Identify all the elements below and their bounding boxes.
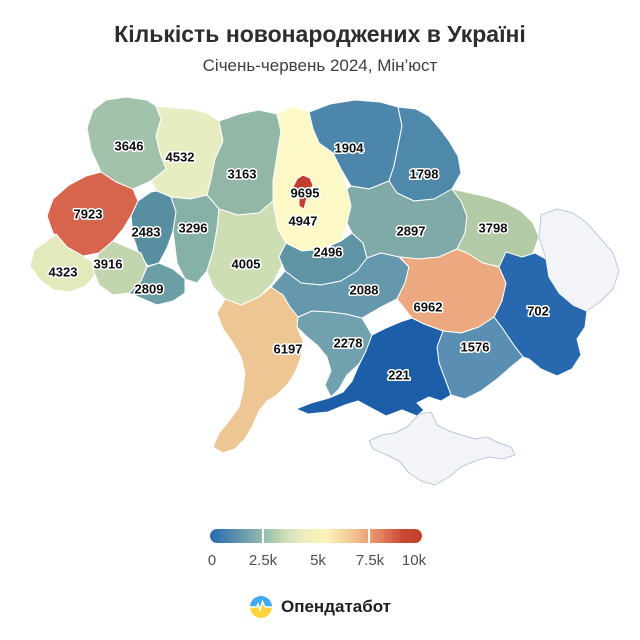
region-value-label-mykolaiv: 2278 [334,336,363,351]
legend-tick-labels: 0 2.5k 5k 7.5k 10k [207,552,426,569]
map-regions-layer [29,96,620,486]
region-crimea[interactable] [368,411,516,486]
legend-tick: 0 [207,552,217,569]
region-value-label-ternopil: 2483 [132,225,161,240]
region-kherson[interactable] [295,317,452,417]
region-value-label-donetsk: 702 [527,304,549,319]
region-value-label-kyiv_obl: 4947 [289,214,318,229]
region-value-label-khmelnytskyi: 3296 [179,221,208,236]
opendatabot-logo-icon [249,596,272,618]
page-subtitle: Січень-червень 2024, Мін’юст [202,56,438,75]
region-lviv[interactable] [46,171,139,257]
region-value-label-kirovohrad: 2088 [350,283,379,298]
region-zaporizhzhia[interactable] [436,316,524,400]
region-donetsk[interactable] [493,251,588,377]
region-value-label-zakarpattia: 4323 [49,265,78,280]
region-value-label-cherkasy: 2496 [314,245,343,260]
region-value-label-lviv: 7923 [74,207,103,222]
legend-tick: 5k [310,552,326,569]
legend-divider [262,529,264,543]
legend-gradient-bar [210,529,422,543]
region-value-label-poltava: 2897 [397,224,426,239]
region-ternopil[interactable] [130,190,177,267]
region-value-label-chernivtsi: 2809 [135,282,164,297]
region-value-label-rivne: 4532 [166,150,195,165]
region-value-label-sumy: 1798 [410,167,439,182]
region-kyiv_city[interactable] [292,174,314,210]
legend-tick: 7.5k [355,552,385,569]
region-value-label-dnipro: 6962 [414,300,443,315]
legend-tick: 2.5k [248,552,278,569]
region-value-label-zaporizhzhia: 1576 [461,340,490,355]
page-title: Кількість новонароджених в Україні [114,21,526,47]
brand-name: Опендатабот [280,597,392,616]
region-value-label-vinnytsia: 4005 [232,257,261,272]
map-labels-layer: 3646 4532 3163 4947 1904 1798 7923 2483 3296 4005… [47,137,550,384]
legend-tick: 10k [401,552,427,569]
region-value-label-kherson: 221 [388,368,410,383]
brand-footer: Опендатабот [0,595,640,619]
region-value-label-ivano_frankivsk: 3916 [94,257,123,272]
region-value-label-volyn: 3646 [115,139,144,154]
region-chernivtsi[interactable] [128,262,186,306]
region-value-label-kharkiv: 3798 [479,221,508,236]
region-value-label-zhytomyr: 3163 [228,167,257,182]
region-value-label-chernihiv: 1904 [335,141,365,156]
color-legend: 0 2.5k 5k 7.5k 10k [207,529,426,569]
region-vinnytsia[interactable] [206,200,287,306]
region-value-label-kyiv_city: 9695 [291,186,320,201]
legend-divider [368,529,370,543]
region-value-label-odesa: 6197 [274,342,303,357]
region-odesa[interactable] [212,286,304,454]
